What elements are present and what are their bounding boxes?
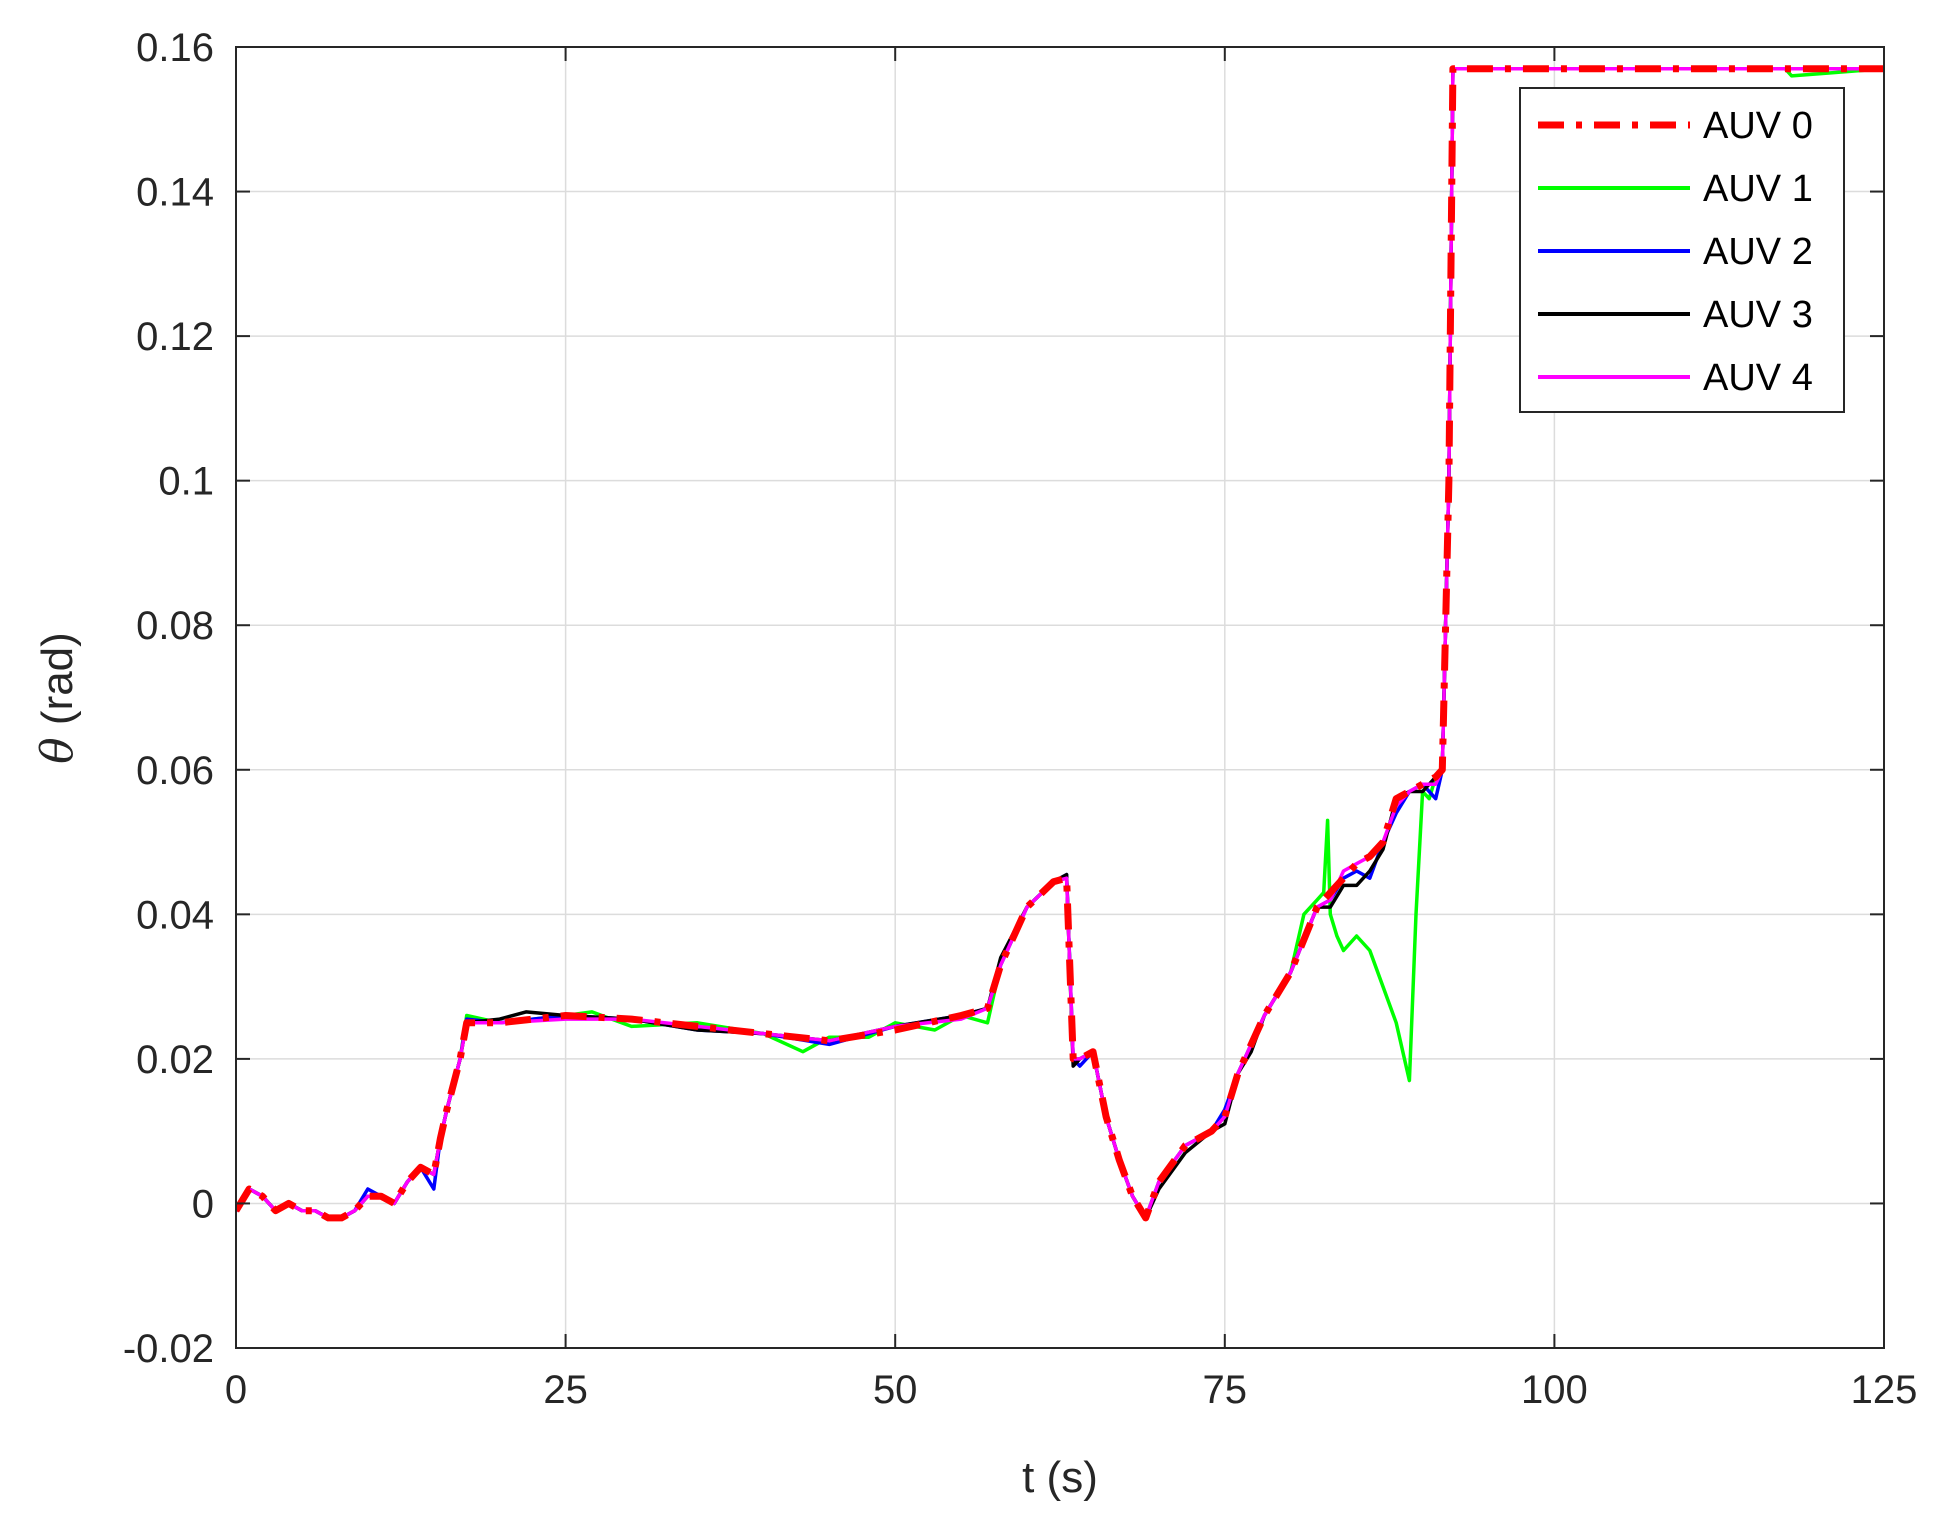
y-tick-label: 0.02: [136, 1038, 214, 1082]
x-tick-label: 125: [1851, 1368, 1918, 1412]
series-layer: [236, 65, 1884, 1222]
y-axis-label-unit: (rad): [33, 632, 82, 737]
x-tick-label: 25: [543, 1368, 588, 1412]
legend-label-auv-0: AUV 0: [1703, 105, 1813, 147]
y-tick-label: 0.16: [136, 26, 214, 70]
y-tick-label: 0.12: [136, 315, 214, 359]
y-tick-label: 0.1: [158, 460, 214, 504]
legend: AUV 0 AUV 1 AUV 2 AUV 3 AUV 4: [1519, 87, 1845, 413]
y-axis-label: θ (rad): [32, 632, 83, 764]
legend-label-auv-3: AUV 3: [1703, 294, 1813, 336]
x-tick-label: 50: [873, 1368, 918, 1412]
x-ticks: 0 25 50 75 100 125: [225, 47, 1918, 1412]
y-tick-label: 0.08: [136, 604, 214, 648]
y-tick-label: 0.14: [136, 171, 214, 215]
series-line-auv-0: [236, 65, 1884, 1222]
grid: [235, 46, 1885, 1349]
x-axis-label: t (s): [1022, 1453, 1098, 1502]
y-axis-label-symbol: θ: [32, 737, 83, 764]
plot-frame: [235, 46, 1885, 1349]
y-tick-label: -0.02: [123, 1327, 214, 1371]
y-tick-label: 0.04: [136, 893, 214, 937]
y-tick-label: 0: [192, 1182, 214, 1226]
legend-label-auv-1: AUV 1: [1703, 168, 1813, 210]
x-tick-label: 0: [225, 1368, 247, 1412]
x-tick-label: 75: [1203, 1368, 1248, 1412]
legend-label-auv-4: AUV 4: [1703, 357, 1813, 399]
legend-label-auv-2: AUV 2: [1703, 231, 1813, 273]
y-ticks: -0.02 0 0.02 0.04 0.06 0.08 0.1 0.12 0.14 0.16: [123, 26, 1884, 1371]
x-tick-label: 100: [1521, 1368, 1588, 1412]
y-tick-label: 0.06: [136, 749, 214, 793]
